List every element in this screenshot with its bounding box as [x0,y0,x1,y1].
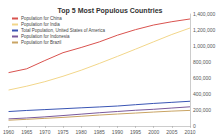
svg-text:Population for India: Population for India [21,22,60,27]
svg-text:1985: 1985 [94,129,105,135]
svg-text:Top 5 Most Populous Countries: Top 5 Most Populous Countries [58,7,163,15]
svg-text:1980: 1980 [76,129,87,135]
svg-text:1,000,000: 1,000,000 [193,43,215,49]
svg-text:600,000: 600,000 [193,75,211,81]
svg-text:1965: 1965 [21,129,32,135]
svg-text:800,000: 800,000 [193,59,211,65]
svg-text:2000: 2000 [148,129,159,135]
svg-text:1995: 1995 [130,129,141,135]
svg-text:0: 0 [193,123,196,129]
svg-text:200,000: 200,000 [193,107,211,113]
svg-text:2010: 2010 [184,129,195,135]
svg-text:Population for Brazil: Population for Brazil [21,40,61,45]
svg-text:1990: 1990 [112,129,123,135]
svg-text:Total Population, United State: Total Population, United States of Ameri… [21,28,106,33]
svg-text:2005: 2005 [166,129,177,135]
svg-text:1,200,000: 1,200,000 [193,27,215,33]
svg-text:1,400,000: 1,400,000 [193,11,215,17]
svg-text:400,000: 400,000 [193,91,211,97]
svg-text:Population for China: Population for China [21,16,62,21]
svg-text:Population for Indonesia: Population for Indonesia [21,34,70,39]
svg-text:1960: 1960 [3,129,14,135]
svg-text:1975: 1975 [57,129,68,135]
svg-text:1970: 1970 [39,129,50,135]
